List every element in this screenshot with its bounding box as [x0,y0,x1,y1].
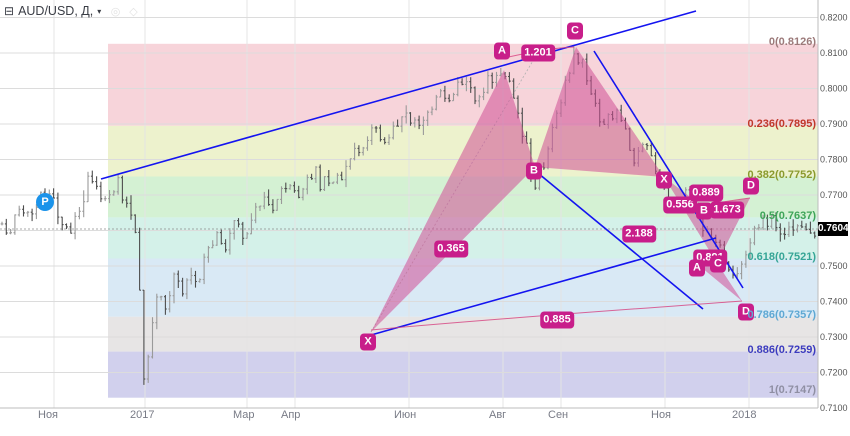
svg-text:0.7200: 0.7200 [820,368,848,378]
svg-text:0.7900: 0.7900 [820,119,848,129]
svg-text:0.7400: 0.7400 [820,297,848,307]
svg-text:0.7500: 0.7500 [820,261,848,271]
svg-text:0.7100: 0.7100 [820,403,848,413]
svg-text:0.8000: 0.8000 [820,84,848,94]
svg-text:0.8100: 0.8100 [820,48,848,58]
svg-text:0.8200: 0.8200 [820,13,848,23]
svg-text:0.7700: 0.7700 [820,190,848,200]
svg-text:0.7800: 0.7800 [820,155,848,165]
svg-text:0.7300: 0.7300 [820,332,848,342]
